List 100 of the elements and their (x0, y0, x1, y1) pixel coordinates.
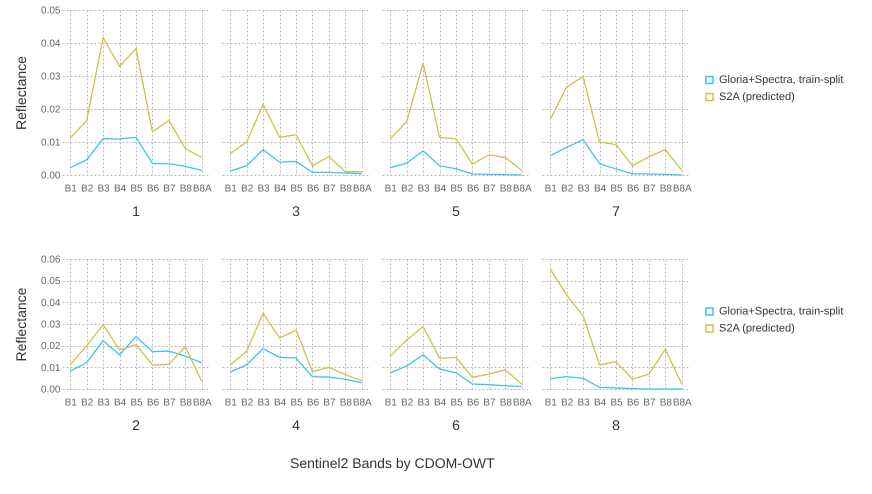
x-tick-label: B7 (163, 398, 176, 408)
x-tick-label: B1 (64, 398, 78, 408)
x-tick-label: B6 (146, 184, 160, 194)
y-tick-label: 0.02 (41, 104, 61, 116)
x-tick-label: B3 (257, 398, 270, 408)
x-tick-label: B8A (672, 184, 692, 194)
x-tick-label: B4 (114, 184, 127, 194)
text: 5 (452, 203, 460, 219)
x-tick-label: B8A (192, 184, 212, 194)
x-tick-label: B6 (306, 398, 320, 408)
x-tick-label: B4 (274, 184, 287, 194)
x-tick-label: B8 (340, 398, 352, 408)
x-tick-label: B7 (483, 398, 496, 408)
x-tick-label: B1 (384, 398, 398, 408)
x-tick-label: B2 (81, 398, 94, 408)
x-tick-label: B7 (163, 184, 176, 194)
x-tick-label: B1 (384, 184, 398, 194)
y-tick-label: 0.01 (41, 138, 61, 148)
text: 8 (612, 417, 620, 433)
x-tick-label: B2 (401, 184, 414, 194)
y-tick-label: 0.05 (41, 276, 61, 288)
x-tick-label: B8 (180, 398, 192, 408)
x-tick-label: B6 (306, 184, 320, 194)
x-tick-label: B8 (660, 398, 672, 408)
x-tick-label: B6 (466, 184, 480, 194)
x-tick-label: B6 (146, 398, 160, 408)
text: 6 (452, 417, 460, 433)
x-tick-label: B2 (561, 184, 574, 194)
x-tick-label: B4 (434, 184, 447, 194)
y-tick-label: 0.00 (41, 170, 61, 182)
x-tick-label: B1 (224, 184, 238, 194)
y-tick-label: 0.03 (41, 72, 61, 82)
x-tick-label: B8 (340, 184, 352, 194)
x-tick-label: B4 (274, 398, 287, 408)
x-tick-label: B7 (643, 398, 656, 408)
x-tick-label: B7 (323, 184, 336, 194)
x-tick-label: B2 (561, 398, 574, 408)
x-tick-label: B6 (466, 398, 480, 408)
x-tick-label: B8A (672, 398, 692, 408)
legend-label: Gloria+Spectra, train-split (719, 306, 844, 318)
x-tick-label: B8A (352, 184, 372, 194)
x-tick-label: B4 (594, 398, 607, 408)
x-tick-label: B1 (64, 184, 78, 194)
y-tick-label: 0.05 (41, 6, 61, 16)
x-tick-label: B2 (401, 398, 414, 408)
y-tick-label: 0.04 (41, 298, 61, 309)
y-tick-label: 0.04 (41, 38, 61, 50)
x-tick-label: B5 (610, 398, 624, 408)
x-tick-label: B7 (483, 184, 496, 194)
x-tick-label: B3 (257, 184, 270, 194)
y-tick-label: 0.01 (41, 362, 61, 374)
x-tick-label: B2 (241, 398, 254, 408)
y-axis-title: Reflectance (13, 287, 30, 362)
x-tick-label: B8A (352, 398, 372, 408)
legend-label: Gloria+Spectra, train-split (719, 74, 844, 86)
x-tick-label: B1 (544, 184, 558, 194)
text: 1 (132, 203, 140, 219)
x-tick-label: B5 (130, 398, 144, 408)
x-tick-label: B4 (594, 184, 607, 194)
x-tick-label: B5 (290, 398, 304, 408)
x-tick-label: B3 (577, 184, 590, 194)
x-tick-label: B8A (512, 184, 532, 194)
x-tick-label: B5 (450, 184, 464, 194)
x-tick-label: B3 (417, 398, 430, 408)
y-tick-label: 0.00 (41, 384, 61, 396)
x-tick-label: B6 (626, 184, 640, 194)
line-series (70, 136, 202, 172)
x-tick-label: B5 (450, 398, 464, 408)
text: 7 (612, 203, 620, 219)
line-series (70, 37, 202, 158)
x-tick-label: B8 (500, 398, 512, 408)
y-tick-label: 0.06 (41, 254, 61, 266)
x-tick-label: B8 (180, 184, 192, 194)
x-tick-label: B5 (290, 184, 304, 194)
x-tick-label: B1 (224, 398, 238, 408)
x-tick-label: B7 (323, 398, 336, 408)
x-tick-label: B3 (417, 184, 430, 194)
x-axis-title: Sentinel2 Bands by CDOM-OWT (290, 455, 495, 471)
x-tick-label: B3 (97, 184, 110, 194)
x-tick-label: B1 (544, 398, 558, 408)
x-tick-label: B5 (610, 184, 624, 194)
x-tick-label: B5 (130, 184, 144, 194)
x-tick-label: B2 (241, 184, 254, 194)
text: 4 (292, 417, 300, 433)
x-tick-label: B8A (512, 398, 532, 408)
x-tick-label: B2 (81, 184, 94, 194)
x-tick-label: B8 (500, 184, 512, 194)
legend-label: S2A (predicted) (719, 91, 795, 103)
x-tick-label: B7 (643, 184, 656, 194)
x-tick-label: B6 (626, 398, 640, 408)
x-tick-label: B8A (192, 398, 212, 408)
line-series (70, 324, 202, 382)
line-series (70, 336, 202, 372)
x-tick-label: B3 (97, 398, 110, 408)
y-tick-label: 0.03 (41, 320, 61, 330)
y-tick-label: 0.02 (41, 341, 61, 352)
x-tick-label: B3 (577, 398, 590, 408)
y-axis-title: Reflectance (13, 56, 30, 130)
x-tick-label: B8 (660, 184, 672, 194)
x-tick-label: B4 (434, 398, 447, 408)
